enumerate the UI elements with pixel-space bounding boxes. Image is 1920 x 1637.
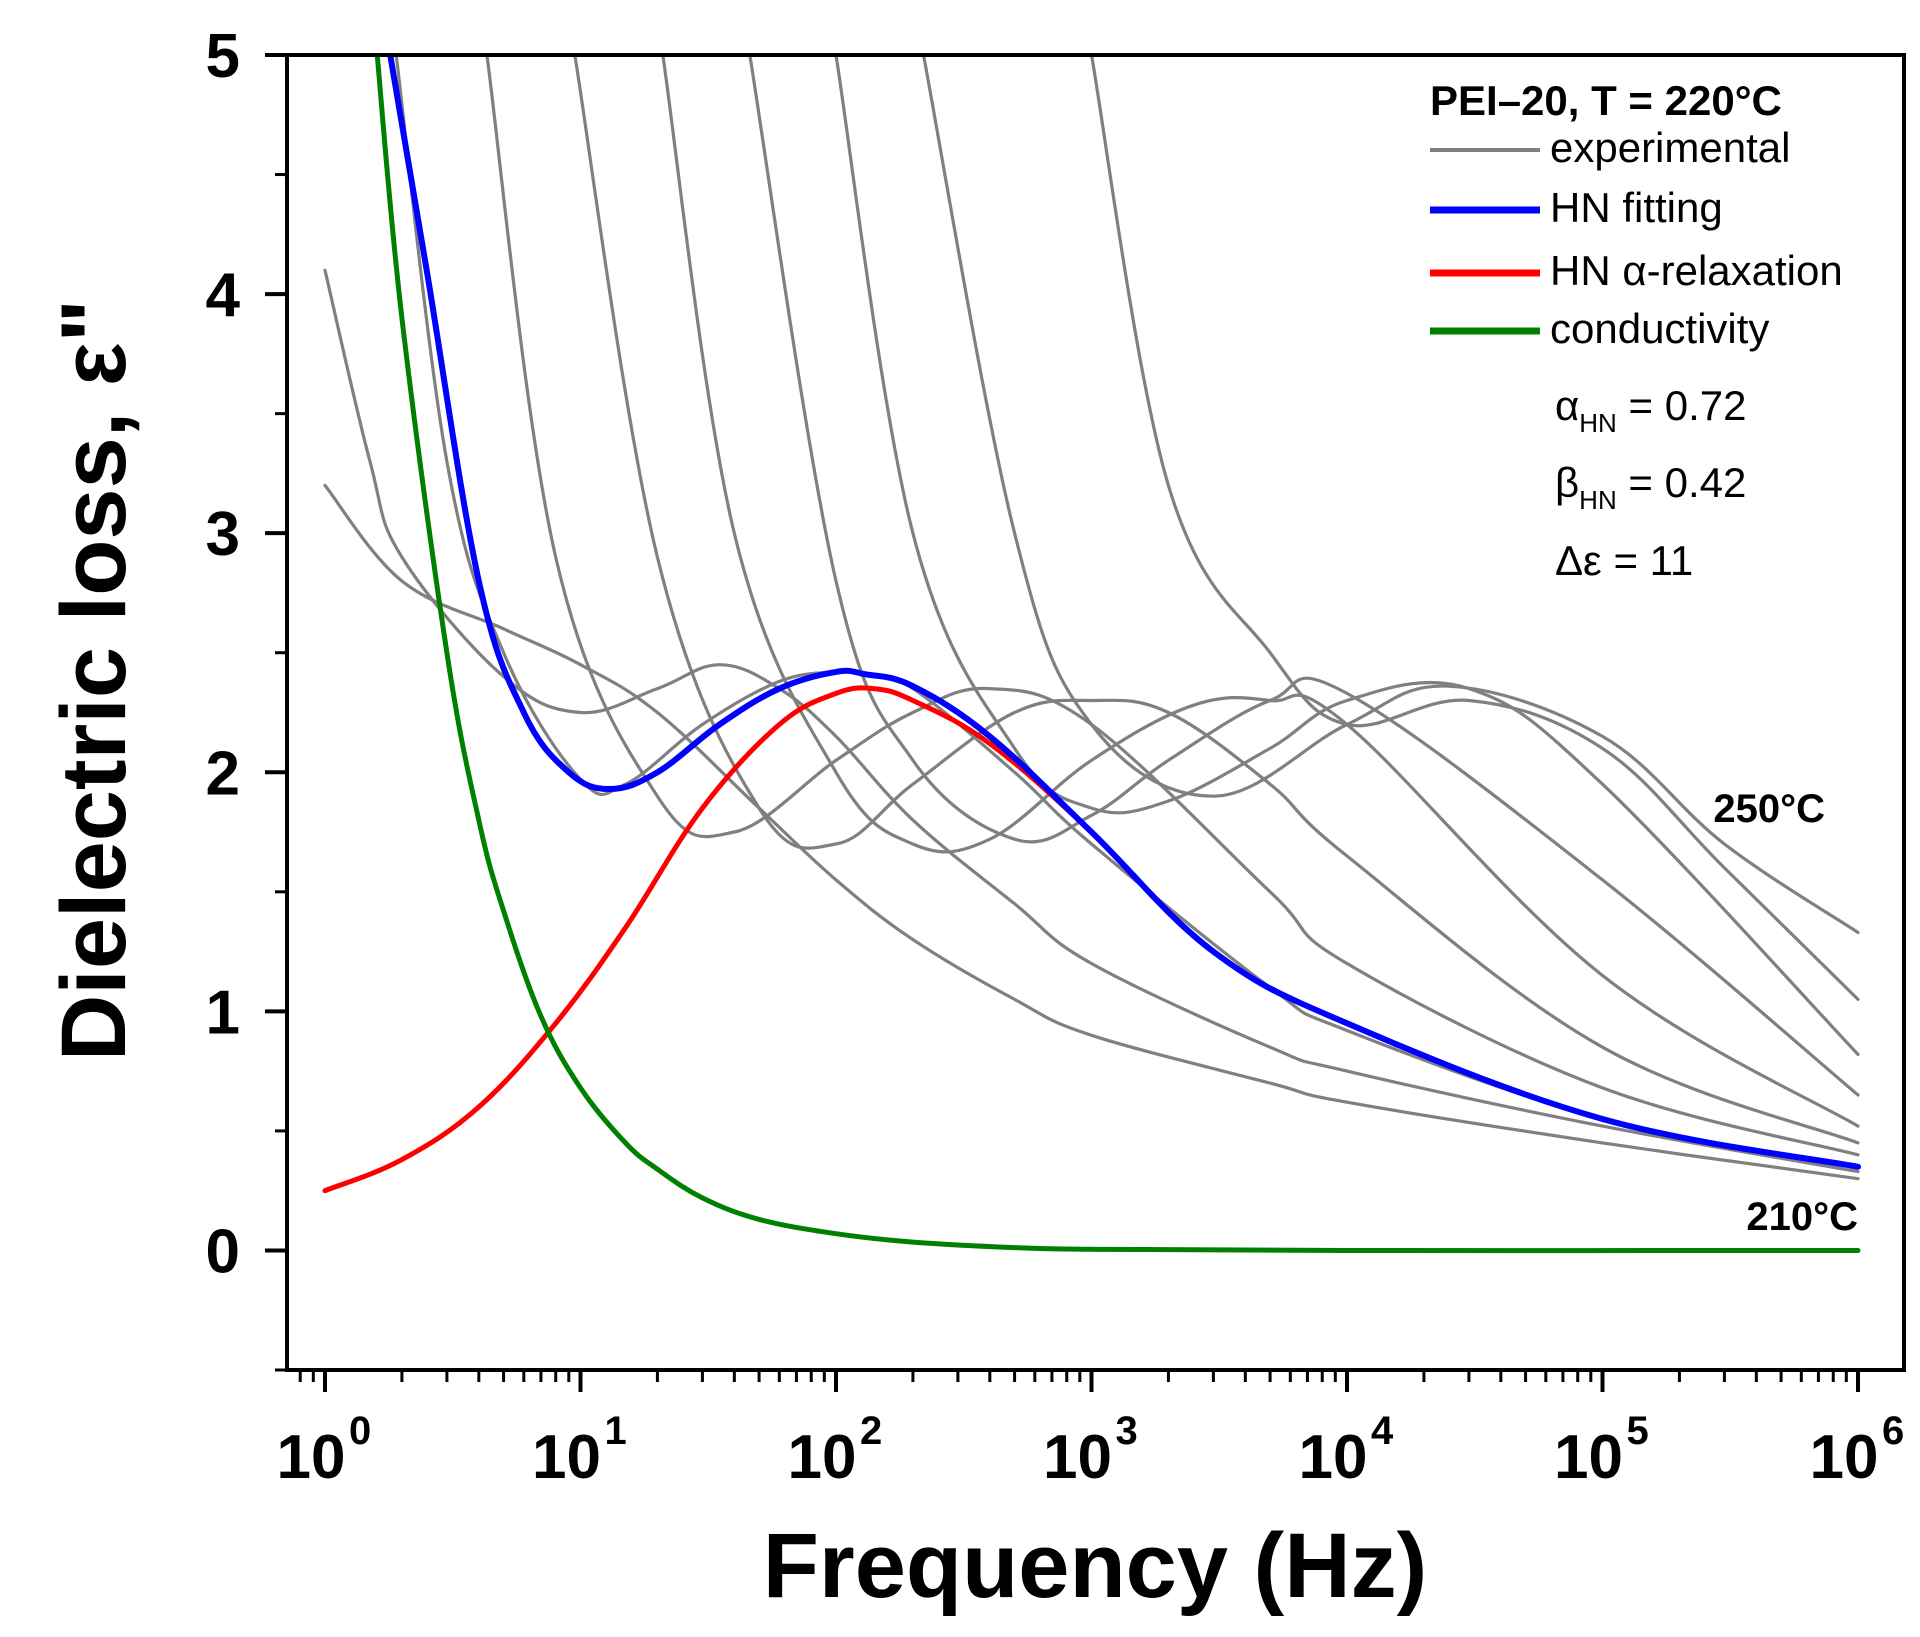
y-tick-label: 0 bbox=[206, 1217, 240, 1286]
x-tick-exponent: 0 bbox=[349, 1409, 371, 1453]
x-tick-label: 10 bbox=[1043, 1423, 1112, 1492]
y-axis-title: Dielectric loss, ε" bbox=[43, 299, 145, 1061]
y-tick-label: 4 bbox=[206, 261, 241, 330]
legend-param-1: βHN = 0.42 bbox=[1555, 459, 1746, 515]
x-tick-label: 10 bbox=[277, 1423, 346, 1492]
y-tick-label: 3 bbox=[206, 500, 240, 569]
annotation-210c: 210°C bbox=[1746, 1195, 1858, 1239]
x-tick-exponent: 4 bbox=[1371, 1409, 1394, 1453]
x-tick-label: 10 bbox=[788, 1423, 857, 1492]
legend-label-0: experimental bbox=[1550, 124, 1790, 171]
series-line-experimental-245c bbox=[834, 55, 1860, 1056]
x-tick-label: 10 bbox=[532, 1423, 601, 1492]
x-tick-exponent: 3 bbox=[1116, 1409, 1138, 1453]
legend-label-1: HN fitting bbox=[1550, 184, 1723, 231]
x-tick-exponent: 6 bbox=[1882, 1409, 1904, 1453]
legend-title: PEI–20, T = 220°C bbox=[1430, 77, 1782, 124]
plot-frame bbox=[285, 53, 1906, 1372]
y-tick-label: 1 bbox=[206, 978, 240, 1047]
series-line-experimental-250c bbox=[921, 55, 1860, 935]
legend-param-0: αHN = 0.72 bbox=[1555, 382, 1746, 438]
series-line-experimental-230c bbox=[573, 55, 1860, 1145]
series-group bbox=[322, 55, 1861, 1254]
series-line-hn-fitting bbox=[387, 55, 1861, 1170]
series-line-experimental-235c bbox=[661, 55, 1860, 1128]
x-axis-title: Frequency (Hz) bbox=[763, 1515, 1428, 1617]
x-tick-exponent: 5 bbox=[1627, 1409, 1649, 1453]
legend-param-2: Δε = 11 bbox=[1555, 537, 1693, 584]
x-tick-exponent: 2 bbox=[860, 1409, 882, 1453]
legend-label-2: HN α-relaxation bbox=[1550, 247, 1843, 294]
x-tick-label: 10 bbox=[1299, 1423, 1368, 1492]
series-line-experimental-240c bbox=[748, 55, 1860, 1097]
series-line-conductivity bbox=[374, 55, 1861, 1254]
series-line-experimental-215c bbox=[323, 268, 1860, 1174]
annotation-250c: 250°C bbox=[1713, 787, 1825, 831]
legend-label-3: conductivity bbox=[1550, 305, 1769, 352]
y-tick-label: 5 bbox=[206, 22, 240, 91]
x-tick-exponent: 1 bbox=[605, 1409, 627, 1453]
axis-ticks bbox=[265, 53, 1860, 1392]
series-line-experimental-255c bbox=[1089, 55, 1860, 1001]
x-tick-label: 10 bbox=[1810, 1423, 1879, 1492]
y-tick-label: 2 bbox=[206, 739, 240, 808]
legend: PEI–20, T = 220°C experimental HN fitting… bbox=[1430, 77, 1843, 584]
x-tick-label: 10 bbox=[1554, 1423, 1623, 1492]
series-line-experimental-210c bbox=[323, 483, 1860, 1181]
series-line-experimental-225c bbox=[485, 55, 1860, 1157]
